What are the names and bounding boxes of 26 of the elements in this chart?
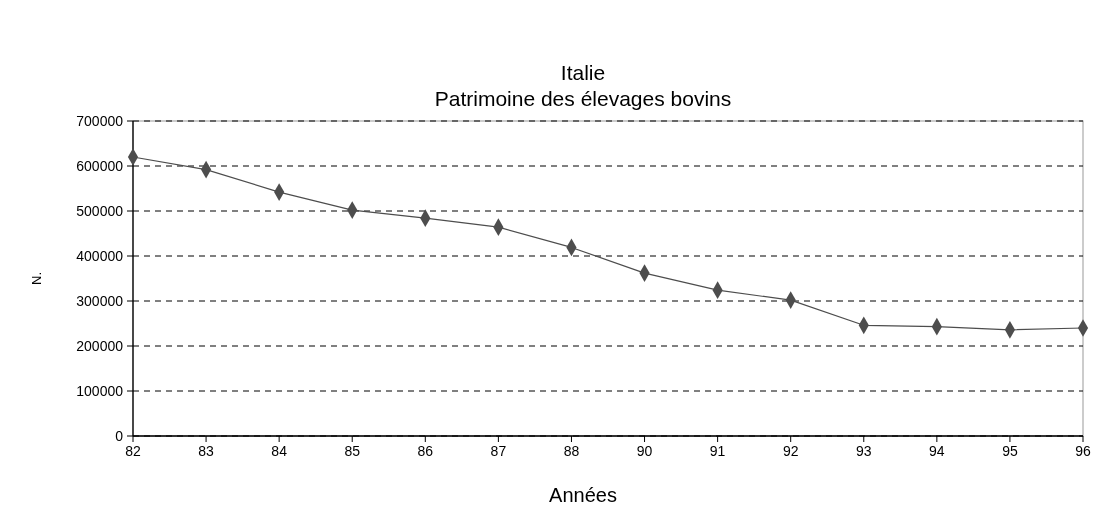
y-tick-label: 400000 bbox=[76, 247, 124, 264]
y-tick-label: 700000 bbox=[76, 112, 124, 129]
x-axis-title: Années bbox=[549, 484, 617, 506]
x-tick-label: 88 bbox=[563, 443, 580, 459]
x-tick-label: 96 bbox=[1075, 443, 1091, 459]
x-tick-label: 82 bbox=[125, 443, 141, 459]
y-axis-title: N. bbox=[29, 272, 44, 285]
y-tick-label: 500000 bbox=[76, 202, 124, 219]
y-tick-label: 0 bbox=[115, 427, 124, 444]
x-tick-label: 94 bbox=[929, 443, 945, 459]
y-tick-label: 100000 bbox=[76, 382, 124, 399]
chart-subtitle: Patrimoine des élevages bovins bbox=[434, 87, 732, 110]
y-tick-label: 300000 bbox=[76, 292, 124, 309]
x-tick-label: 93 bbox=[855, 443, 872, 459]
y-tick-label: 200000 bbox=[76, 337, 124, 354]
x-tick-label: 90 bbox=[636, 443, 653, 459]
chart-title: Italie bbox=[560, 61, 606, 84]
x-tick-label: 95 bbox=[1002, 443, 1018, 459]
x-tick-label: 84 bbox=[271, 443, 288, 459]
x-tick-label: 91 bbox=[709, 443, 726, 459]
x-tick-label: 87 bbox=[490, 443, 507, 459]
x-tick-label: 92 bbox=[782, 443, 799, 459]
x-tick-label: 86 bbox=[417, 443, 434, 459]
y-tick-label: 600000 bbox=[76, 157, 124, 174]
x-tick-label: 83 bbox=[198, 443, 215, 459]
x-tick-label: 85 bbox=[344, 443, 361, 459]
